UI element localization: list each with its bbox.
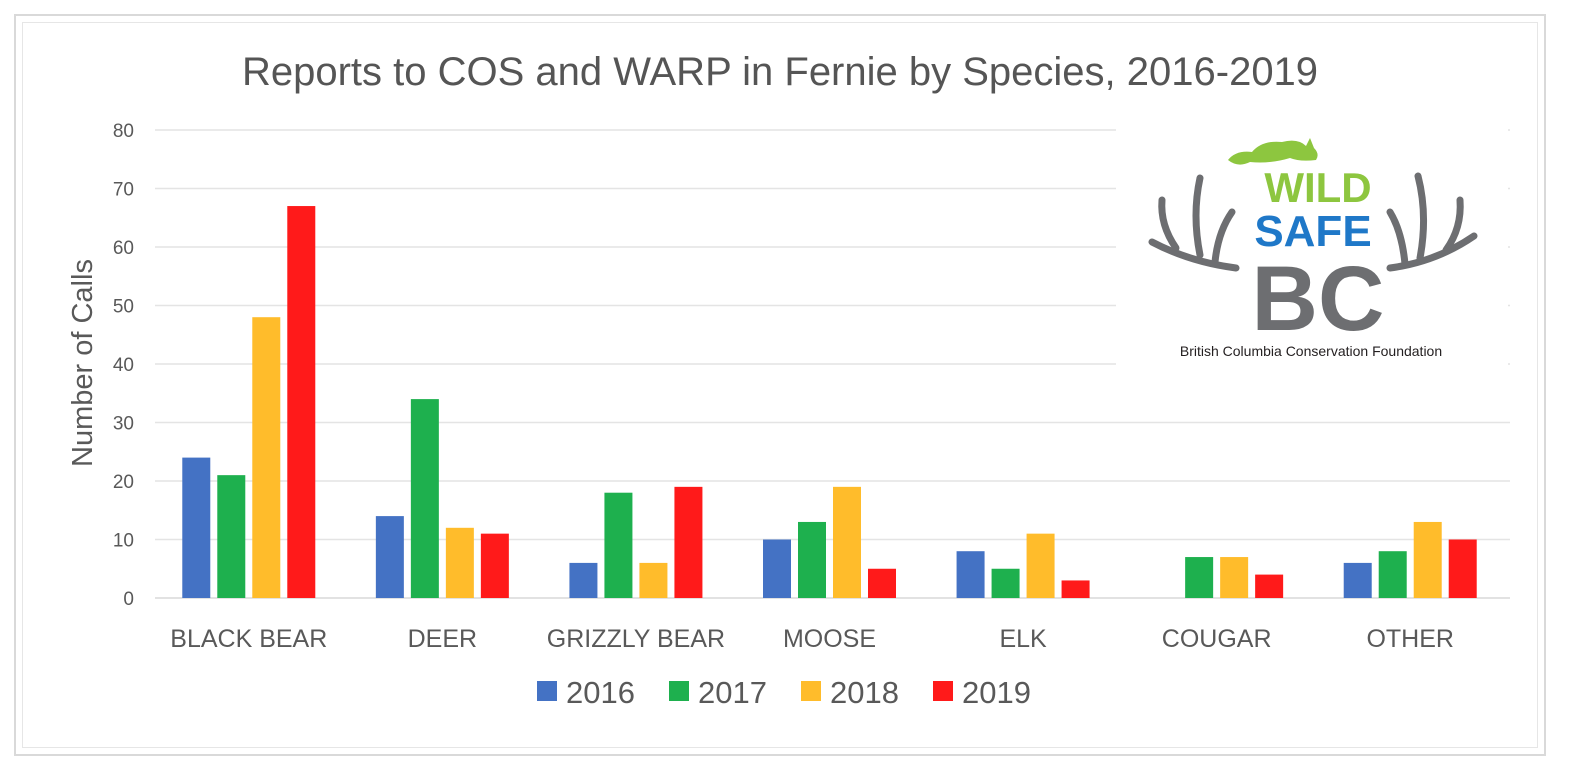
category-label: MOOSE bbox=[783, 625, 876, 653]
y-tick-label: 10 bbox=[113, 531, 134, 552]
cougar-icon bbox=[1228, 138, 1318, 165]
y-tick-label: 20 bbox=[113, 472, 134, 493]
bar-2018 bbox=[1220, 557, 1249, 598]
bar-2016 bbox=[763, 539, 791, 598]
bar-2017 bbox=[798, 521, 826, 598]
category-label: GRIZZLY BEAR bbox=[547, 625, 725, 653]
bar-2016 bbox=[375, 516, 404, 598]
y-tick-label: 80 bbox=[113, 121, 134, 142]
logo-wild-text: WILD bbox=[1264, 164, 1371, 211]
legend-swatch bbox=[801, 681, 821, 701]
antlers-icon bbox=[1148, 172, 1478, 272]
category-labels: BLACK BEAR DEER GRIZZLY BEAR MOOSE ELK COUGAR… bbox=[170, 625, 1454, 653]
bar-2016 bbox=[569, 562, 598, 598]
category-label: COUGAR bbox=[1162, 625, 1272, 653]
bar-2017 bbox=[217, 475, 246, 598]
category-label: DEER bbox=[408, 625, 477, 653]
bar-2019 bbox=[1061, 580, 1090, 598]
bar-2016 bbox=[182, 457, 211, 598]
logo-caption: British Columbia Conservation Foundation bbox=[1180, 343, 1442, 359]
legend: 2016 2017 2018 2019 bbox=[537, 675, 1031, 710]
category-label: OTHER bbox=[1366, 625, 1454, 653]
bar-2019 bbox=[480, 533, 509, 598]
bar-2019 bbox=[868, 568, 896, 598]
wildsafebc-logo: WILD SAFE BC British Columbia Conservati… bbox=[1116, 122, 1508, 374]
y-tick-label: 30 bbox=[113, 414, 134, 435]
y-tick-label: 0 bbox=[123, 589, 134, 610]
bar-2017 bbox=[1378, 551, 1407, 598]
bar-2019 bbox=[1448, 539, 1477, 598]
bar-2016 bbox=[956, 551, 985, 598]
legend-label: 2018 bbox=[830, 675, 899, 710]
chart-inner-border bbox=[22, 22, 1538, 748]
y-tick-labels: 0 10 20 30 40 50 60 70 80 bbox=[113, 121, 134, 610]
logo-background bbox=[1116, 122, 1508, 374]
bar-2017 bbox=[410, 399, 439, 598]
logo-safe-text: SAFE bbox=[1254, 207, 1371, 256]
legend-swatch bbox=[669, 681, 689, 701]
bar-2018 bbox=[252, 317, 281, 598]
legend-label: 2016 bbox=[566, 675, 635, 710]
y-tick-label: 70 bbox=[113, 180, 134, 201]
category-label: ELK bbox=[999, 625, 1047, 653]
legend-label: 2017 bbox=[698, 675, 767, 710]
legend-label: 2019 bbox=[962, 675, 1031, 710]
bar-2019 bbox=[1255, 574, 1284, 598]
bar-2018 bbox=[833, 486, 861, 598]
bar-2017 bbox=[1185, 557, 1214, 598]
y-tick-label: 40 bbox=[113, 355, 134, 376]
legend-swatch bbox=[537, 681, 557, 701]
y-tick-label: 50 bbox=[113, 297, 134, 318]
logo-bc-text: BC bbox=[1252, 248, 1385, 350]
bar-2018 bbox=[1026, 533, 1055, 598]
bar-2019 bbox=[674, 486, 703, 598]
bar-2018 bbox=[639, 562, 668, 598]
bars bbox=[182, 206, 1477, 599]
legend-swatch bbox=[933, 681, 953, 701]
bar-2018 bbox=[445, 527, 474, 598]
bar-2018 bbox=[1413, 521, 1442, 598]
bar-2017 bbox=[991, 568, 1020, 598]
category-label: BLACK BEAR bbox=[170, 625, 327, 653]
bar-2017 bbox=[604, 492, 633, 598]
y-tick-label: 60 bbox=[113, 238, 134, 259]
chart-title: Reports to COS and WARP in Fernie by Spe… bbox=[242, 50, 1318, 94]
bar-2016 bbox=[1343, 562, 1372, 598]
y-axis-label: Number of Calls bbox=[67, 259, 99, 467]
bar-2019 bbox=[287, 206, 316, 599]
